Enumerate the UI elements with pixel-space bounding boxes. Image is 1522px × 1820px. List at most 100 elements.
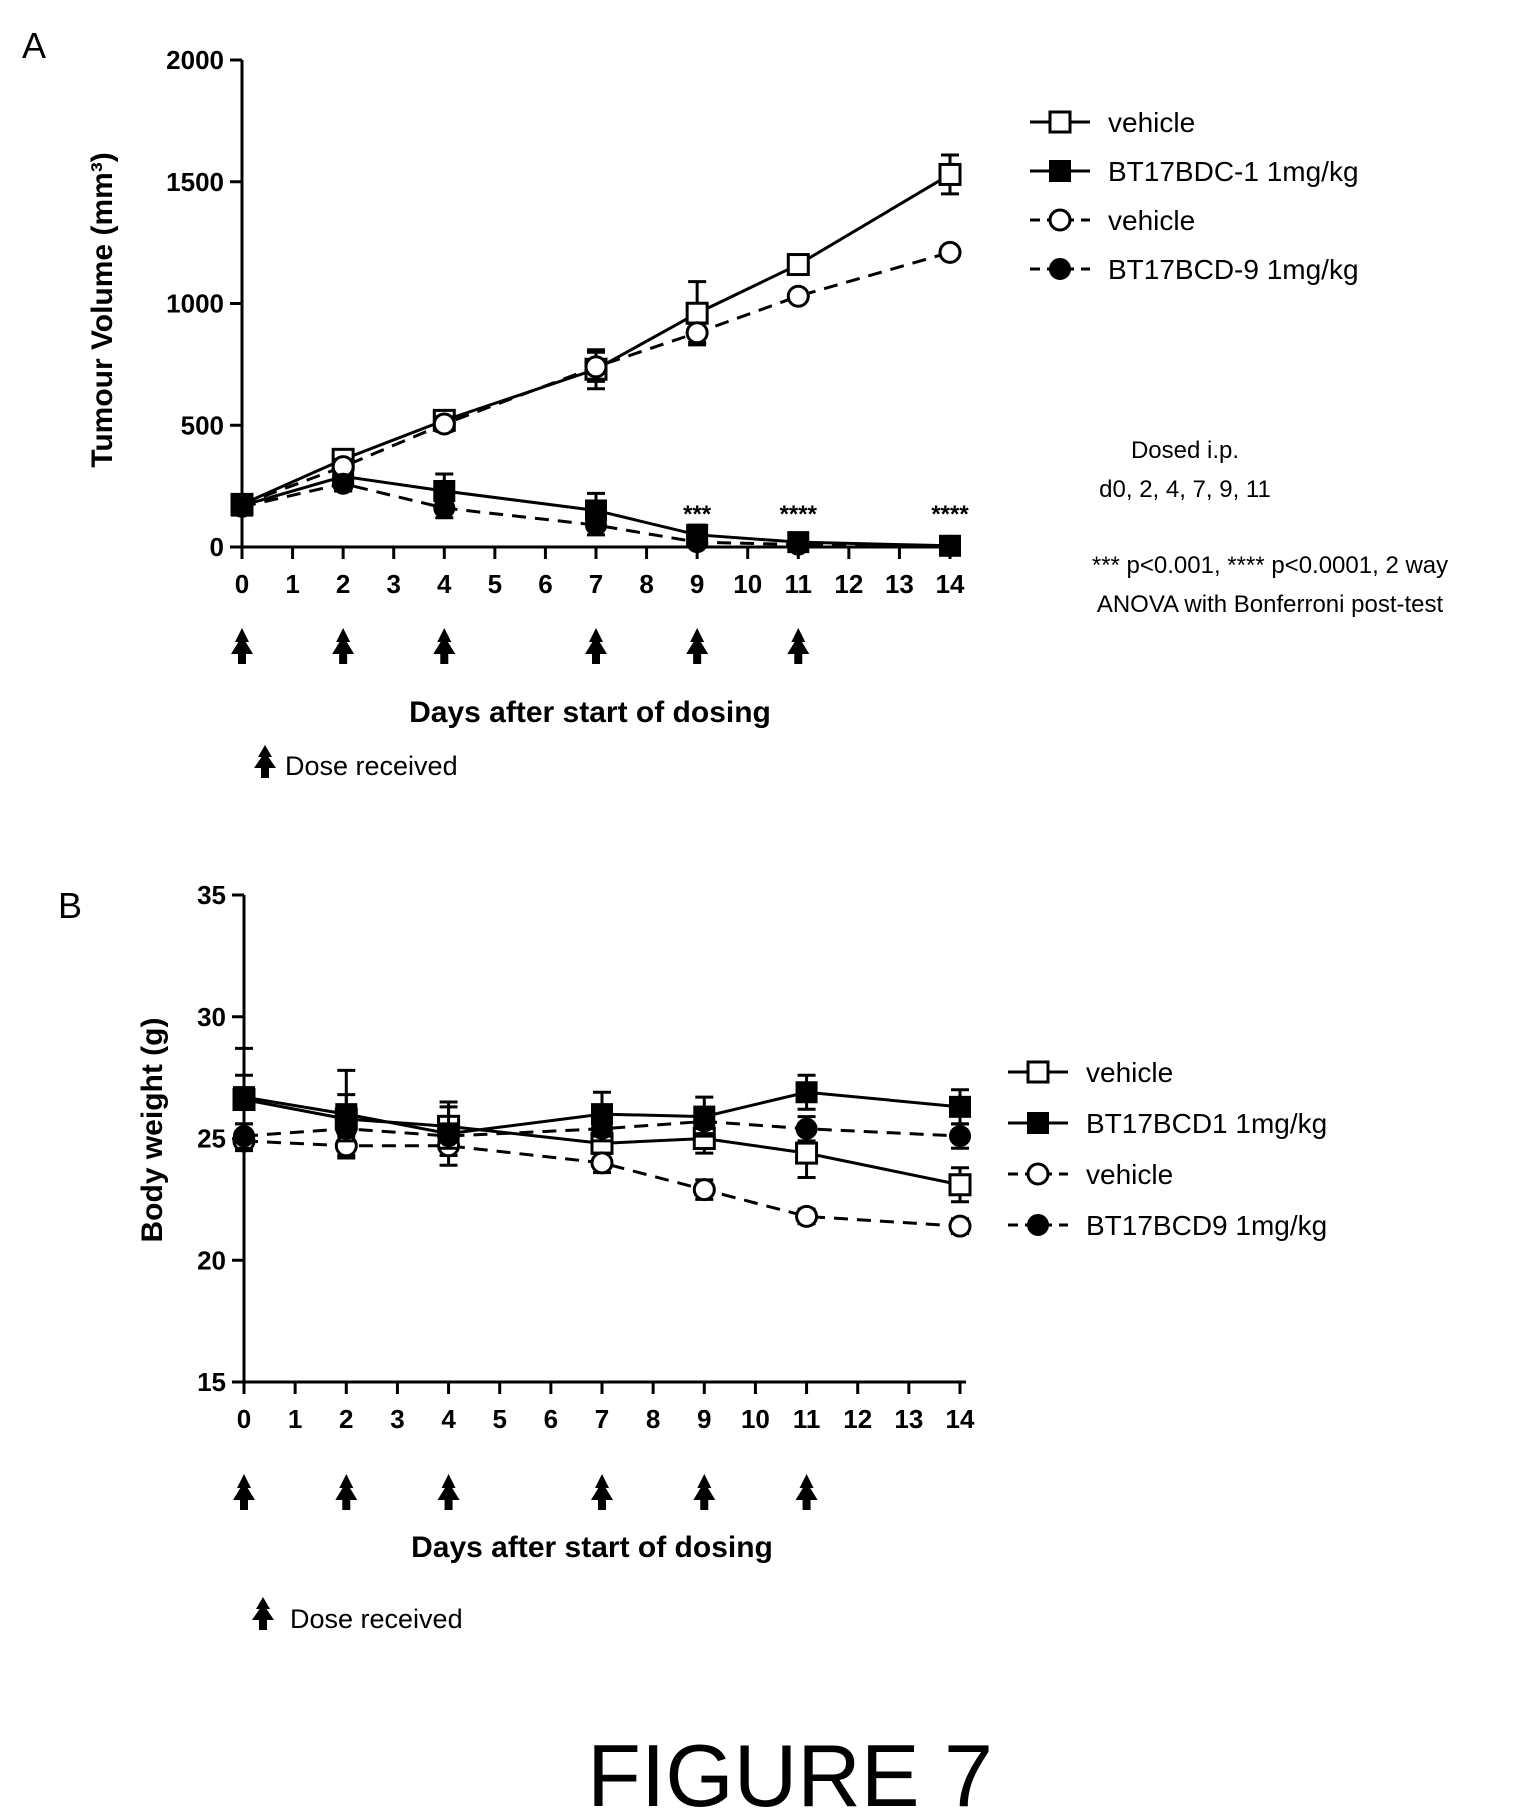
panel-b-y-tick-label: 15 xyxy=(197,1367,226,1397)
panel-a-data-point xyxy=(786,284,810,308)
panel-b-x-tick-label: 14 xyxy=(946,1404,975,1434)
panel-b-data-point xyxy=(233,1125,255,1148)
panel-b-x-tick-label: 8 xyxy=(646,1404,660,1434)
panel-a-series-2 xyxy=(230,240,962,516)
panel-b-data-point xyxy=(795,1081,818,1104)
panel-a-x-tick-label: 10 xyxy=(733,569,762,599)
panel-a-legend-label: BT17BCD-9 1mg/kg xyxy=(1108,254,1359,285)
dose-arrow-icon xyxy=(332,628,355,664)
panel-b-data-point xyxy=(795,1204,819,1228)
panel-b-data-point xyxy=(949,1095,971,1118)
panel-a-x-tick-label: 14 xyxy=(936,569,965,599)
panel-b-legend-label: BT17BCD1 1mg/kg xyxy=(1086,1108,1327,1139)
panel-b-x-axis-title: Days after start of dosing xyxy=(411,1531,773,1564)
panel-b-data-point xyxy=(948,1173,972,1197)
panel-b-x-tick-label: 10 xyxy=(741,1404,770,1434)
panel-b-data-point xyxy=(335,1117,358,1140)
panel-a-legend-label: BT17BDC-1 1mg/kg xyxy=(1108,156,1359,187)
dose-arrow-icon xyxy=(795,1474,818,1510)
panel-b-x-tick-label: 0 xyxy=(237,1404,251,1434)
panel-a-x-tick-label: 0 xyxy=(235,569,249,599)
panel-a-x-tick-label: 5 xyxy=(488,569,502,599)
panel-b-legend-item: BT17BCD9 1mg/kg xyxy=(1008,1210,1327,1241)
panel-a-y-tick-label: 0 xyxy=(210,532,224,562)
panel-a-legend-marker xyxy=(1049,258,1071,280)
panel-a-legend-item: BT17BDC-1 1mg/kg xyxy=(1030,156,1359,187)
dose-arrow-icon xyxy=(231,628,253,664)
panel-a-y-tick-label: 1000 xyxy=(166,289,224,319)
panel-b-dose-legend-label: Dose received xyxy=(290,1604,463,1634)
panel-a-x-tick-label: 11 xyxy=(785,569,813,599)
panel-a-data-point xyxy=(938,240,962,264)
panel-b-data-point xyxy=(437,1125,460,1148)
dose-arrow-icon xyxy=(437,1474,460,1510)
panel-b-y-tick-label: 30 xyxy=(197,1002,226,1032)
panel-b-x-tick-label: 5 xyxy=(492,1404,506,1434)
panel-b-legend-marker xyxy=(1027,1112,1049,1134)
panel-a-legend-label: vehicle xyxy=(1108,107,1195,138)
panel-a-legend-marker xyxy=(1049,160,1071,182)
panel-a-legend-marker xyxy=(1048,110,1072,134)
panel-a-dose-legend-label: Dose received xyxy=(285,751,458,781)
panel-a-legend-item: vehicle xyxy=(1030,107,1195,138)
dose-arrow-icon xyxy=(254,745,276,778)
panel-a-significance-label: *** xyxy=(683,501,712,528)
panel-a-data-point xyxy=(939,534,961,557)
panel-b-data-point xyxy=(948,1214,972,1238)
panel-b-y-tick-label: 35 xyxy=(197,880,226,910)
dose-arrow-icon xyxy=(233,1474,255,1510)
panel-a-legend: vehicle BT17BDC-1 1mg/kg vehicle BT17BCD-9 … xyxy=(1030,107,1359,285)
panel-b-legend-label: vehicle xyxy=(1086,1159,1173,1190)
dose-arrow-icon xyxy=(335,1474,358,1510)
panel-a-x-tick-label: 3 xyxy=(386,569,400,599)
panel-a-x-tick-label: 4 xyxy=(437,569,452,599)
panel-a-legend-item: vehicle xyxy=(1030,205,1195,236)
panel-b-data-point xyxy=(233,1086,255,1109)
panel-b-legend-marker xyxy=(1026,1162,1050,1186)
dose-arrow-icon xyxy=(585,628,607,664)
panel-a-note-days: d0, 2, 4, 7, 9, 11 xyxy=(1099,476,1271,503)
panel-a-significance-label: **** xyxy=(780,501,818,528)
panel-b-x-tick-label: 4 xyxy=(441,1404,456,1434)
panel-a-data-point xyxy=(787,533,810,556)
panel-a-x-axis-title: Days after start of dosing xyxy=(409,696,771,729)
panel-a-data-point xyxy=(585,514,607,537)
dose-arrow-icon xyxy=(693,1474,716,1510)
panel-b-data-point xyxy=(949,1125,971,1148)
panel-a-y-axis-title: Tumour Volume (mm³) xyxy=(86,152,119,468)
panel-a-data-point xyxy=(432,412,456,436)
panel-b-x-tick-label: 7 xyxy=(595,1404,609,1434)
panel-a-notes: Dosed i.p. d0, 2, 4, 7, 9, 11 *** p<0.00… xyxy=(1092,437,1448,618)
panel-a-y-tick-label: 500 xyxy=(181,410,224,440)
panel-b-data-point xyxy=(692,1178,716,1202)
panel-a-legend-item: BT17BCD-9 1mg/kg xyxy=(1030,254,1359,285)
panel-a-x-tick-label: 9 xyxy=(690,569,704,599)
panel-a-x-tick-label: 7 xyxy=(589,569,603,599)
panel-b-legend-item: BT17BCD1 1mg/kg xyxy=(1008,1108,1327,1139)
panel-a-data-point xyxy=(786,253,810,277)
panel-b-legend-item: vehicle xyxy=(1008,1057,1173,1088)
panel-a-x-tick-label: 13 xyxy=(885,569,914,599)
panel-a-significance-label: **** xyxy=(931,501,969,528)
panel-a-letter: A xyxy=(22,25,46,66)
panel-a-data-point xyxy=(231,495,253,518)
panel-a-note-dosed: Dosed i.p. xyxy=(1131,437,1239,464)
panel-a-data-point xyxy=(685,321,709,345)
panel-b-data-point xyxy=(591,1117,613,1140)
panel-a-note-stats: *** p<0.001, **** p<0.0001, 2 way xyxy=(1092,552,1448,579)
panel-a-data-point xyxy=(938,162,962,186)
panel-a-legend-marker xyxy=(1048,208,1072,232)
panel-b-x-tick-label: 1 xyxy=(288,1404,302,1434)
panel-b-x-tick-label: 9 xyxy=(697,1404,711,1434)
panel-b-data-point xyxy=(693,1110,716,1133)
panel-b-y-tick-label: 20 xyxy=(197,1245,226,1275)
panel-b-x-tick-label: 3 xyxy=(390,1404,404,1434)
panel-b-y-axis-title: Body weight (g) xyxy=(136,1018,169,1243)
panel-a-data-point xyxy=(685,301,709,325)
panel-a-y-tick-label: 1500 xyxy=(166,167,224,197)
panel-a-x-tick-label: 12 xyxy=(834,569,863,599)
panel-b-legend-marker xyxy=(1027,1214,1049,1236)
